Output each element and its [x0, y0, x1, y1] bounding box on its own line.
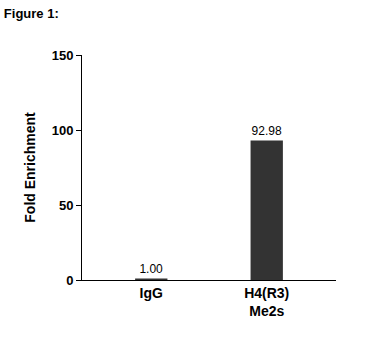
svg-text:100: 100: [52, 123, 74, 138]
svg-text:Fold Enrichment: Fold Enrichment: [22, 112, 38, 223]
svg-text:Figure 1:: Figure 1:: [4, 6, 59, 21]
svg-text:0: 0: [66, 273, 73, 288]
svg-text:92.98: 92.98: [252, 124, 282, 138]
svg-text:H4(R3)Me2s: H4(R3)Me2s: [244, 285, 289, 319]
svg-text:50: 50: [59, 198, 73, 213]
svg-text:1.00: 1.00: [139, 262, 163, 276]
svg-text:IgG: IgG: [140, 285, 163, 301]
svg-text:150: 150: [52, 48, 74, 63]
